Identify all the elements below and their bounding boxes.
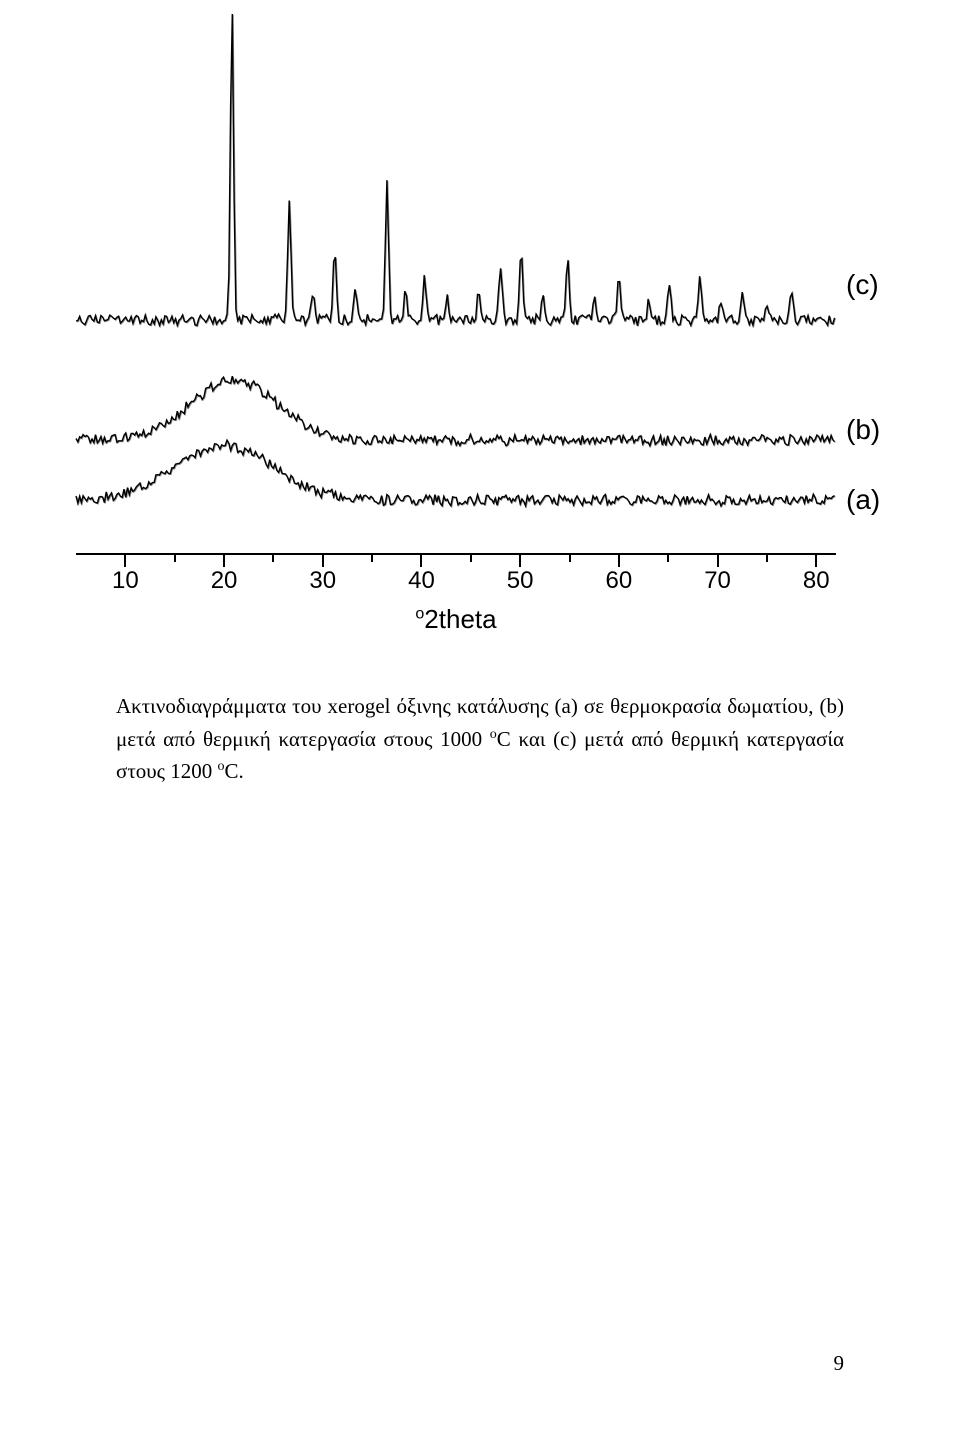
xrd-trace-ghost-b <box>77 377 836 447</box>
x-tick-label: 30 <box>309 567 336 595</box>
x-tick-label: 40 <box>408 567 435 595</box>
caption-degree-1: o <box>490 727 497 742</box>
xrd-trace-ghost-c <box>77 15 836 327</box>
x-tick-label: 20 <box>211 567 238 595</box>
x-tick-minor <box>569 555 571 562</box>
x-tick-major <box>223 555 225 567</box>
x-tick-label: 50 <box>507 567 534 595</box>
x-tick-major <box>420 555 422 567</box>
x-tick-minor <box>371 555 373 562</box>
x-tick-major <box>322 555 324 567</box>
series-label-b: (b) <box>846 414 880 446</box>
x-tick-major <box>519 555 521 567</box>
x-axis-title: o2theta <box>415 604 496 635</box>
figure-caption: Ακτινοδιαγράμματα του xerogel όξινης κατ… <box>116 690 844 788</box>
x-tick-label: 80 <box>803 567 830 595</box>
x-tick-minor <box>174 555 176 562</box>
x-tick-label: 60 <box>605 567 632 595</box>
x-tick-minor <box>667 555 669 562</box>
series-label-a: (a) <box>846 484 880 516</box>
page-number: 9 <box>834 1351 845 1376</box>
x-tick-major <box>717 555 719 567</box>
xrd-trace-a <box>76 440 835 506</box>
x-tick-major <box>815 555 817 567</box>
x-tick-major <box>618 555 620 567</box>
xrd-chart: 1020304050607080 o2theta (a)(b)(c) <box>76 0 884 640</box>
xrd-trace-c <box>76 14 835 326</box>
x-tick-major <box>124 555 126 567</box>
x-tick-minor <box>766 555 768 562</box>
axis-title-degree: o <box>415 605 424 622</box>
x-tick-minor <box>272 555 274 562</box>
xrd-traces-svg <box>76 0 836 555</box>
x-tick-label: 70 <box>704 567 731 595</box>
caption-part-3: C. <box>224 759 243 783</box>
plot-area: 1020304050607080 o2theta <box>76 0 836 555</box>
x-tick-label: 10 <box>112 567 139 595</box>
x-tick-minor <box>470 555 472 562</box>
axis-title-text: 2theta <box>424 604 496 634</box>
series-label-c: (c) <box>846 269 879 301</box>
xrd-trace-b <box>76 376 835 446</box>
